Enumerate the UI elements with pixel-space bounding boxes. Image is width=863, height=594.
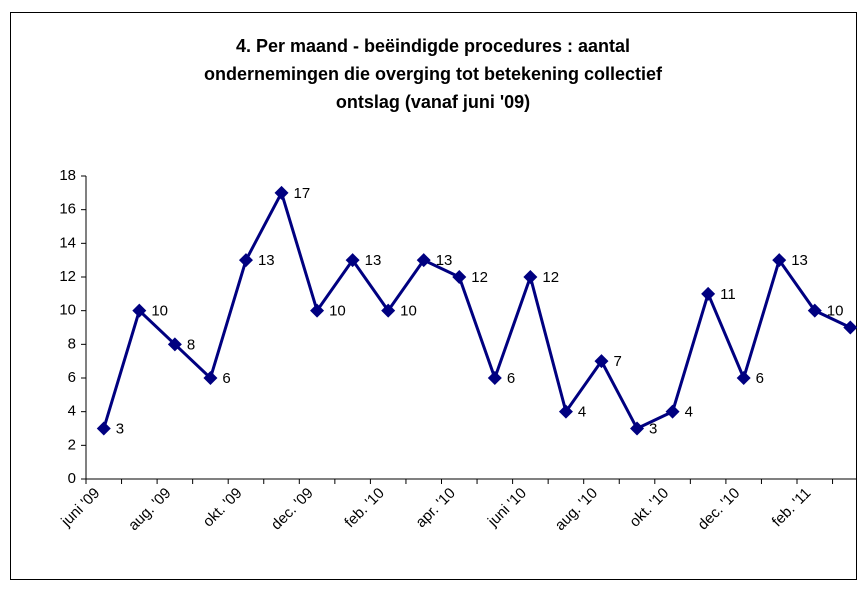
point (523, 270, 538, 284)
point (345, 253, 360, 268)
point (630, 421, 645, 436)
point (843, 320, 857, 335)
y-tick-label: 18 (59, 167, 76, 184)
point (594, 354, 609, 369)
data-label: 13 (258, 252, 275, 269)
data-label: 17 (294, 185, 311, 202)
point (487, 371, 502, 385)
point (665, 404, 680, 419)
data-label: 10 (400, 303, 417, 320)
point (558, 404, 573, 419)
data-label: 13 (365, 252, 382, 269)
data-label: 13 (791, 252, 808, 269)
point (132, 303, 147, 318)
series: 3 10 8 6 13 17 10 13 10 13 12 6 12 4 7 3 4 11 6 13 10 (96, 185, 857, 437)
line (102, 188, 851, 431)
point (274, 185, 289, 200)
data-label: 10 (329, 303, 346, 320)
data-label: 12 (542, 269, 559, 286)
y-tick-label: 12 (59, 268, 76, 285)
data-label: 6 (756, 370, 764, 387)
chart-title: ondernemingen die overging tot betekenin… (204, 64, 663, 84)
point (381, 303, 396, 318)
data-label: 6 (507, 370, 515, 387)
data-label: 6 (222, 370, 230, 387)
data-label: 3 (649, 420, 657, 437)
data-label: 4 (578, 404, 586, 421)
y-tick-label: 8 (68, 335, 76, 352)
data-label: 4 (685, 404, 693, 421)
data-label: 3 (116, 420, 124, 437)
point (416, 253, 431, 268)
y-tick-label: 6 (68, 369, 76, 386)
y-tick-label: 0 (68, 470, 76, 487)
y-tick-label: 2 (68, 436, 76, 453)
data-label: 13 (436, 252, 453, 269)
data-label: 8 (187, 336, 195, 353)
y-tick-label: 10 (59, 302, 76, 319)
point (736, 371, 751, 385)
point (238, 253, 253, 268)
chart-title: 4. Per maand - beëindigde procedures : a… (236, 36, 630, 56)
data-label: 11 (720, 286, 736, 303)
data-label: 12 (471, 269, 488, 286)
point (203, 371, 218, 385)
point (167, 337, 182, 352)
point (96, 421, 111, 436)
point (701, 286, 716, 301)
data-label: 7 (613, 353, 621, 370)
chart-title: ontslag (vanaf juni '09) (336, 92, 530, 112)
point (310, 303, 325, 318)
y-tick-label: 16 (59, 201, 76, 218)
y-tick-label: 4 (68, 403, 76, 420)
y-tick-label: 14 (59, 234, 76, 251)
point (772, 253, 787, 268)
point (807, 303, 822, 318)
point (452, 270, 467, 284)
chart-frame (10, 12, 857, 580)
data-label: 10 (827, 303, 844, 320)
data-label: 10 (151, 303, 168, 320)
